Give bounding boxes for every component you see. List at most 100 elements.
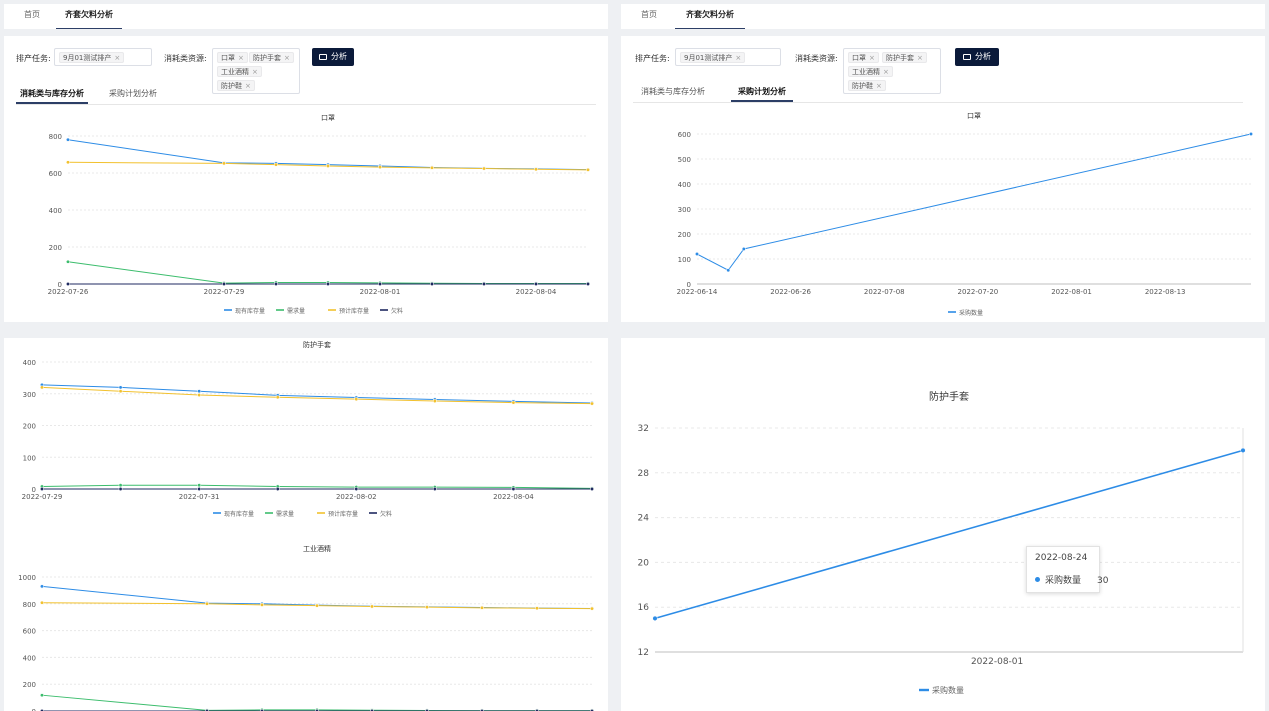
x-tick-label: 2022-07-29 xyxy=(22,493,63,501)
analyze-button[interactable]: 分析 xyxy=(955,48,999,66)
resource-chip[interactable]: 防护鞋 × xyxy=(848,80,886,91)
resource-chip[interactable]: 口罩 × xyxy=(848,52,879,63)
resource-chip-label: 工业酒精 xyxy=(221,68,249,76)
close-icon[interactable]: × xyxy=(869,54,875,62)
close-icon[interactable]: × xyxy=(252,68,258,76)
close-icon[interactable]: × xyxy=(876,82,882,90)
data-point-current-stock xyxy=(197,389,202,394)
y-tick-label: 0 xyxy=(687,281,691,289)
chart-tooltip: 2022-08-24 采购数量 30 xyxy=(1026,546,1108,593)
task-select[interactable]: 9月01测试排产 × xyxy=(54,48,152,66)
data-point-shortage xyxy=(222,282,226,286)
monitor-icon xyxy=(319,54,327,60)
data-point-forecast-stock xyxy=(511,400,516,405)
data-point-purchase-qty xyxy=(695,252,699,256)
legend-label: 需求量 xyxy=(276,510,294,518)
data-point-forecast-stock xyxy=(66,160,70,165)
chart-title: 工业酒精 xyxy=(303,544,331,553)
analyze-button[interactable]: 分析 xyxy=(312,48,354,66)
series-line-forecast-stock xyxy=(41,386,593,405)
subtab-divider xyxy=(16,104,596,105)
x-tick-label: 2022-08-04 xyxy=(493,493,534,501)
legend-label: 预计库存量 xyxy=(328,510,358,518)
close-icon[interactable]: × xyxy=(917,54,923,62)
close-icon[interactable]: × xyxy=(883,68,889,76)
y-tick-label: 400 xyxy=(23,359,36,367)
resource-chip-label: 防护鞋 xyxy=(852,82,873,90)
chart-gloves-purchase: 防护手套 12 16 20 24 28 32 2022-08-01 采购数量 xyxy=(638,390,1246,695)
data-point-forecast-stock xyxy=(432,399,437,404)
resource-chip[interactable]: 防护手套 × xyxy=(882,52,927,63)
x-tick-label: 2022-07-26 xyxy=(48,288,89,296)
data-point-forecast-stock xyxy=(197,393,202,397)
x-tick-label: 2022-08-01 xyxy=(1051,288,1092,296)
resource-chip[interactable]: 工业酒精 × xyxy=(217,66,262,77)
data-point-shortage xyxy=(326,282,330,286)
legend-label: 欠料 xyxy=(391,307,403,315)
resource-select[interactable]: 口罩 × 防护手套 × 工业酒精 × 防护鞋 × xyxy=(843,48,941,94)
y-tick-label: 400 xyxy=(678,181,691,189)
close-icon[interactable]: × xyxy=(284,54,290,62)
tab-purchase-plan[interactable]: 采购计划分析 xyxy=(731,84,793,102)
x-tick-label: 2022-08-01 xyxy=(360,288,401,296)
resource-chip[interactable]: 工业酒精 × xyxy=(848,66,893,77)
close-icon[interactable]: × xyxy=(735,54,742,62)
task-chip-label: 9月01测试排产 xyxy=(63,54,112,62)
x-tick-label: 2022-07-29 xyxy=(204,288,245,296)
resource-chip-label: 防护鞋 xyxy=(221,82,242,90)
data-point-shortage xyxy=(590,487,594,491)
tab-kit-shortage-analysis[interactable]: 齐套欠料分析 xyxy=(675,4,745,29)
data-point-shortage xyxy=(378,282,382,286)
close-icon[interactable]: × xyxy=(245,82,251,90)
task-select[interactable]: 9月01测试排产 × xyxy=(675,48,781,66)
y-tick-label: 400 xyxy=(49,207,62,215)
resource-select[interactable]: 口罩 × 防护手套 × 工业酒精 × 防护鞋 × xyxy=(212,48,300,94)
data-point-shortage xyxy=(197,487,202,491)
y-tick-label: 100 xyxy=(23,454,36,462)
close-icon[interactable]: × xyxy=(238,54,244,62)
tab-kit-shortage-analysis[interactable]: 齐套欠料分析 xyxy=(56,4,122,29)
data-point-shortage xyxy=(586,282,590,286)
resource-chip[interactable]: 防护鞋 × xyxy=(217,80,255,91)
data-point-current-stock xyxy=(66,137,70,142)
tab-home[interactable]: 首页 xyxy=(641,10,657,19)
tooltip-value: 30 xyxy=(1097,576,1109,586)
tab-consumption-inventory[interactable]: 消耗类与库存分析 xyxy=(16,86,88,104)
right-bottom-panel: 防护手套 12 16 20 24 28 32 2022-08-01 采购数量 2022-08-2… xyxy=(621,338,1265,711)
data-point-forecast-stock xyxy=(482,166,486,171)
legend-label: 采购数量 xyxy=(932,685,964,695)
tab-consumption-inventory[interactable]: 消耗类与库存分析 xyxy=(641,87,705,96)
data-point-forecast-stock xyxy=(118,389,123,394)
data-point-forecast-stock xyxy=(275,395,280,400)
x-tick-label: 2022-08-02 xyxy=(336,493,377,501)
legend-label: 需求量 xyxy=(287,307,305,315)
y-tick-label: 100 xyxy=(678,256,691,264)
data-point-forecast-stock xyxy=(370,604,374,609)
series-dot-icon xyxy=(1035,577,1040,582)
data-point-purchase-qty xyxy=(652,615,658,621)
resource-chip-label: 工业酒精 xyxy=(852,68,880,76)
data-point-shortage xyxy=(40,487,44,491)
resource-chip-label: 防护手套 xyxy=(253,54,281,62)
resource-chip[interactable]: 口罩 × xyxy=(217,52,248,63)
left-top-tabbar: 首页 齐套欠料分析 xyxy=(4,4,608,29)
tab-purchase-plan[interactable]: 采购计划分析 xyxy=(109,89,157,98)
data-point-demand xyxy=(118,483,123,488)
y-tick-label: 600 xyxy=(49,170,62,178)
y-tick-label: 28 xyxy=(638,469,650,479)
task-chip[interactable]: 9月01测试排产 × xyxy=(680,52,746,63)
data-point-forecast-stock xyxy=(260,602,264,607)
data-point-shortage xyxy=(430,282,434,286)
y-tick-label: 0 xyxy=(32,486,36,494)
x-tick-label: 2022-08-01 xyxy=(971,657,1023,667)
x-tick-label: 2022-07-08 xyxy=(864,288,905,296)
tab-home[interactable]: 首页 xyxy=(24,10,40,19)
x-tick-label: 2022-06-26 xyxy=(770,288,811,296)
resource-chip-label: 口罩 xyxy=(852,54,866,62)
resource-chip[interactable]: 防护手套 × xyxy=(249,52,294,63)
y-tick-label: 16 xyxy=(638,603,650,613)
resource-label: 消耗类资源: xyxy=(164,54,207,63)
task-chip[interactable]: 9月01测试排产 × xyxy=(59,52,125,63)
close-icon[interactable]: × xyxy=(114,54,121,62)
left-bottom-panel: 防护手套 0 100 200 300 400 2022-07-29 2022-07-31 202… xyxy=(4,338,608,711)
